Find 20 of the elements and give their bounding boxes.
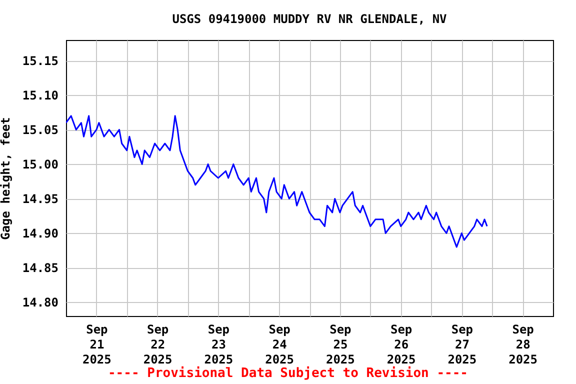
y-tick-label: 15.05 bbox=[22, 123, 58, 138]
x-tick-label: Sep 28 2025 bbox=[508, 322, 538, 366]
y-tick-label: 15.00 bbox=[22, 158, 58, 172]
x-tick-label: Sep 21 2025 bbox=[82, 322, 112, 366]
y-tick-label: 14.85 bbox=[22, 261, 58, 276]
x-tick-label: Sep 26 2025 bbox=[386, 322, 416, 366]
y-tick-label: 15.10 bbox=[22, 88, 58, 103]
y-axis-title: Gage height, feet bbox=[0, 117, 12, 240]
y-tick-label: 15.15 bbox=[22, 54, 58, 68]
x-tick-label: Sep 23 2025 bbox=[204, 322, 234, 366]
line-series bbox=[66, 115, 488, 248]
chart-title: USGS 09419000 MUDDY RV NR GLENDALE, NV bbox=[172, 12, 447, 26]
x-tick-label: Sep 22 2025 bbox=[143, 322, 172, 366]
text: ---- Provisional Data Subject to Revision ---- bbox=[106, 366, 470, 381]
y-tick-label: 14.80 bbox=[22, 296, 58, 310]
x-tick-label: Sep 24 2025 bbox=[265, 322, 294, 366]
x-tick-label: Sep 27 2025 bbox=[448, 322, 477, 366]
x-tick-label: Sep 25 2025 bbox=[326, 322, 355, 366]
y-tick-label: 14.95 bbox=[22, 192, 58, 206]
y-tick-label: 14.90 bbox=[22, 226, 58, 241]
